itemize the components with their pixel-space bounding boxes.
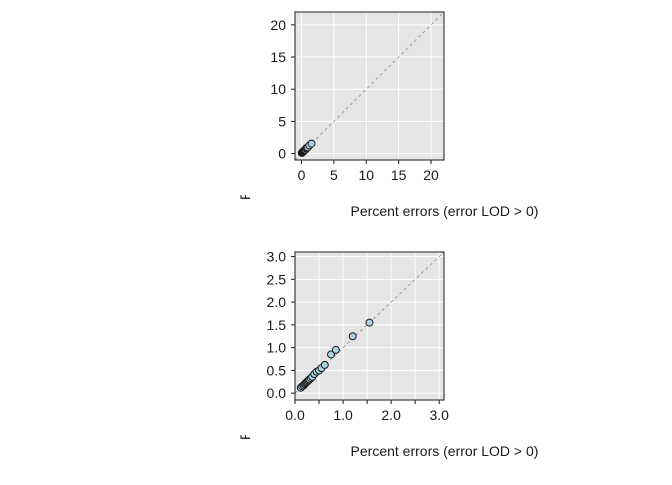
x-axis-title: Percent errors (error LOD > 0) — [351, 203, 539, 219]
y-axis-title: Percent errors (obs vs predic — [237, 260, 253, 440]
reference-line — [295, 12, 444, 160]
x-tick-label: 15 — [391, 167, 407, 183]
x-tick-label: 20 — [423, 167, 439, 183]
x-tick-label: 5 — [330, 167, 338, 183]
y-tick-label: 0 — [278, 146, 286, 162]
chart-panel-1: 0 5 10 15 20 0 5 10 15 20 Percent errors (error LO… — [237, 11, 539, 219]
y-tick-label: 3.0 — [267, 249, 287, 265]
data-point — [327, 350, 336, 359]
data-point — [331, 345, 340, 354]
y-tick-label: 15 — [270, 49, 286, 65]
x-tick-label: 1.0 — [333, 407, 353, 423]
y-tick-label: 0.5 — [267, 362, 287, 378]
x-tick-label: 3.0 — [429, 407, 449, 423]
data-point — [365, 318, 374, 327]
y-tick-label: 1.5 — [267, 317, 287, 333]
data-point — [320, 360, 329, 369]
y-tick-label: 2.5 — [267, 271, 287, 287]
x-tick-label: 10 — [358, 167, 374, 183]
x-tick-label: 2.0 — [381, 407, 401, 423]
y-tick-label: 5 — [278, 113, 286, 129]
x-axis-title: Percent errors (error LOD > 0) — [351, 443, 539, 459]
y-tick-label: 1.0 — [267, 340, 287, 356]
y-tick-label: 10 — [270, 81, 286, 97]
x-tick-label: 0.0 — [285, 407, 305, 423]
y-tick-label: 0.0 — [267, 385, 287, 401]
y-tick-label: 20 — [270, 17, 286, 33]
plot-frame — [294, 11, 445, 161]
x-tick-label: 0 — [298, 167, 306, 183]
chart-panel-2: 0.0 1.0 2.0 3.0 0.0 0.5 1.0 1.5 2.0 2.5 3.0 Percent… — [237, 249, 538, 459]
y-axis-title: Percent errors (obs vs predic — [237, 20, 253, 200]
data-point — [348, 332, 357, 341]
y-tick-label: 2.0 — [267, 294, 287, 310]
plot-frame — [294, 251, 445, 401]
data-point — [307, 139, 316, 148]
